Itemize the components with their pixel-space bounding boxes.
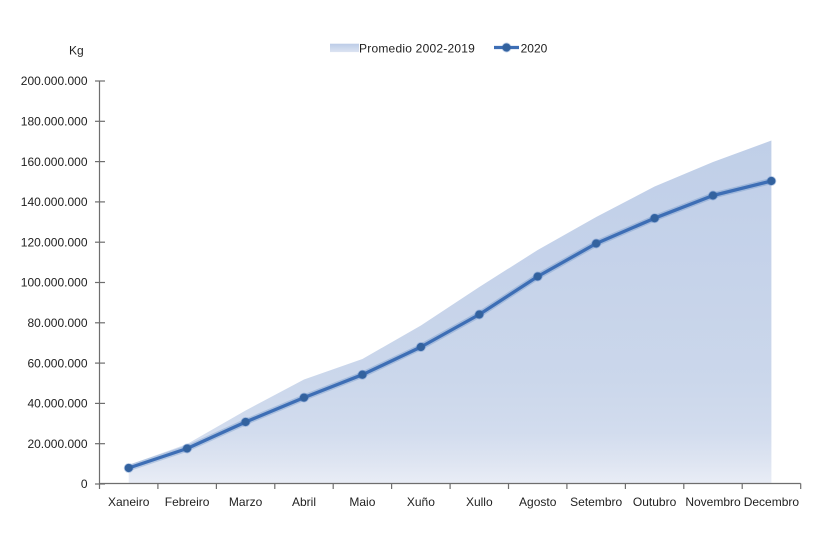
svg-text:Xaneiro: Xaneiro: [108, 495, 150, 509]
svg-text:80.000.000: 80.000.000: [27, 316, 87, 330]
svg-text:200.000.000: 200.000.000: [21, 74, 88, 88]
svg-text:Xuño: Xuño: [407, 495, 435, 509]
svg-text:Decembro: Decembro: [744, 495, 800, 509]
svg-text:Kg: Kg: [69, 43, 84, 57]
svg-text:Promedio 2002-2019: Promedio 2002-2019: [359, 42, 475, 56]
svg-text:Marzo: Marzo: [229, 495, 263, 509]
svg-text:Setembro: Setembro: [570, 495, 622, 509]
svg-text:Febreiro: Febreiro: [165, 495, 210, 509]
svg-text:Agosto: Agosto: [519, 495, 557, 509]
svg-text:60.000.000: 60.000.000: [27, 356, 87, 370]
svg-text:Xullo: Xullo: [466, 495, 493, 509]
svg-text:180.000.000: 180.000.000: [21, 115, 88, 129]
svg-text:120.000.000: 120.000.000: [21, 235, 88, 249]
svg-text:Abril: Abril: [292, 495, 316, 509]
svg-text:160.000.000: 160.000.000: [21, 155, 88, 169]
svg-text:40.000.000: 40.000.000: [27, 397, 87, 411]
svg-text:Novembro: Novembro: [685, 495, 741, 509]
svg-text:100.000.000: 100.000.000: [21, 276, 88, 290]
svg-text:Maio: Maio: [349, 495, 375, 509]
svg-text:140.000.000: 140.000.000: [21, 195, 88, 209]
svg-text:Outubro: Outubro: [633, 495, 677, 509]
svg-text:0: 0: [81, 477, 88, 491]
svg-text:20.000.000: 20.000.000: [27, 437, 87, 451]
svg-text:2020: 2020: [521, 42, 548, 56]
